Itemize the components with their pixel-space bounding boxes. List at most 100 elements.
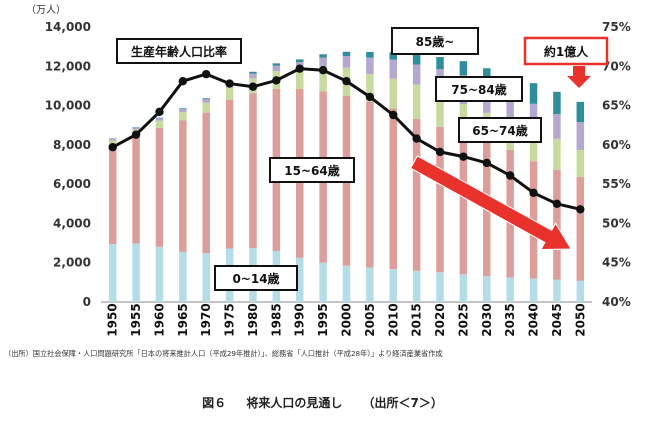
ratio-line-point bbox=[131, 130, 141, 139]
ratio-line-point bbox=[202, 69, 211, 79]
bar-segment bbox=[389, 78, 398, 109]
bar-segment bbox=[249, 93, 257, 248]
bar-segment bbox=[272, 65, 281, 71]
y-right-tick-label: 50% bbox=[602, 216, 631, 230]
x-tick-label: 1995 bbox=[316, 303, 330, 336]
bar-segment bbox=[319, 262, 327, 302]
x-tick-label: 2045 bbox=[550, 303, 564, 336]
bar-segment bbox=[576, 280, 585, 302]
working-age-ratio-line bbox=[108, 64, 585, 214]
bar-segment bbox=[319, 54, 327, 58]
y-left-tick-label: 14,000 bbox=[45, 20, 91, 34]
x-tick-label: 1980 bbox=[246, 303, 260, 336]
figure-caption: 図６ 将来人口の見通し （出所＜7＞） bbox=[0, 394, 645, 411]
y-left-tick-label: 12,000 bbox=[45, 59, 91, 73]
label-65-74-box: 65~74歳 bbox=[458, 117, 542, 143]
bar-segment bbox=[249, 71, 257, 74]
axes: 0 2,000 4,000 6,000 8,000 10,000 12,000 14,000 4… bbox=[45, 20, 631, 309]
bar-segment bbox=[342, 56, 351, 68]
y-right-tick-label: 65% bbox=[602, 99, 631, 113]
bar-segment bbox=[412, 64, 421, 85]
bar-segment bbox=[202, 99, 210, 103]
bar-segment bbox=[249, 73, 257, 79]
bar-segment bbox=[132, 136, 140, 244]
ratio-line-point bbox=[225, 79, 234, 88]
bar-segment bbox=[319, 66, 327, 92]
svg-text:生産年齢人口比率: 生産年齢人口比率 bbox=[131, 44, 227, 59]
bar-segment bbox=[225, 87, 234, 100]
bar-segment bbox=[155, 117, 164, 119]
svg-text:15~64歳: 15~64歳 bbox=[284, 163, 339, 178]
caption-number: 図６ bbox=[202, 396, 227, 410]
ratio-line-point bbox=[108, 143, 117, 152]
ratio-line-point bbox=[178, 77, 188, 86]
y-right-tick-label: 60% bbox=[602, 138, 631, 152]
svg-text:85歳~: 85歳~ bbox=[416, 34, 455, 49]
bar-segment bbox=[366, 57, 374, 74]
bar-segment bbox=[295, 69, 304, 90]
bar-segment bbox=[108, 138, 117, 141]
bar-segment bbox=[529, 278, 538, 302]
x-tick-label: 1965 bbox=[176, 303, 190, 336]
x-tick-label: 1975 bbox=[223, 303, 237, 336]
label-ratio-box: 生産年齢人口比率 bbox=[116, 38, 242, 64]
x-tick-label: 1950 bbox=[106, 303, 120, 336]
bar-segment bbox=[412, 270, 421, 302]
bar-segment bbox=[179, 120, 187, 252]
bar-segment bbox=[436, 272, 444, 302]
caption-title: 将来人口の見通し bbox=[246, 396, 343, 410]
x-tick-label: 1990 bbox=[293, 303, 307, 336]
bar-segment bbox=[529, 128, 538, 162]
ratio-line-point bbox=[272, 76, 281, 85]
bar-segment bbox=[576, 149, 585, 178]
y-left-tick-label: 6,000 bbox=[53, 177, 91, 191]
y-left-tick-label: 8,000 bbox=[53, 138, 91, 152]
bar-segment bbox=[553, 114, 561, 139]
caption-source: （出所＜7＞） bbox=[362, 396, 443, 410]
bar-segment bbox=[576, 122, 585, 150]
bar-segment bbox=[389, 59, 398, 79]
ratio-line-point bbox=[576, 205, 585, 214]
bar-segment bbox=[459, 61, 468, 76]
ratio-line-point bbox=[342, 77, 351, 86]
x-tick-label: 1985 bbox=[269, 303, 283, 336]
x-tick-label: 2005 bbox=[363, 303, 377, 336]
svg-text:0~14歳: 0~14歳 bbox=[232, 271, 279, 286]
bar-segment bbox=[553, 138, 561, 170]
x-tick-label: 2015 bbox=[410, 303, 424, 336]
bar-segment bbox=[389, 108, 398, 270]
bar-segment bbox=[132, 243, 140, 302]
bar-segment bbox=[553, 279, 561, 302]
bar-segment bbox=[319, 57, 327, 67]
x-tick-label: 2050 bbox=[573, 303, 587, 336]
x-tick-label: 2020 bbox=[433, 303, 447, 336]
bar-segment bbox=[459, 274, 468, 302]
y-right-tick-label: 55% bbox=[602, 177, 631, 191]
bar-segment bbox=[529, 83, 538, 104]
bar-segment bbox=[155, 246, 164, 302]
bar-segment bbox=[295, 59, 304, 62]
svg-text:65~74歳: 65~74歳 bbox=[472, 123, 527, 138]
bar-segment bbox=[576, 177, 585, 281]
y-left-tick-label: 4,000 bbox=[53, 216, 91, 230]
callout-100m-box: 約1億人 bbox=[523, 36, 609, 66]
bar-segment bbox=[155, 120, 164, 128]
label-15-64-box: 15~64歳 bbox=[269, 157, 355, 183]
y-right-tick-label: 75% bbox=[602, 20, 631, 34]
bar-segment bbox=[108, 244, 117, 302]
source-note: （出所）国立社会保障・人口問題研究所「日本の将来推計人口（平成29年推計）」、総… bbox=[4, 349, 443, 358]
bar-segment bbox=[179, 112, 187, 121]
x-tick-label: 1970 bbox=[199, 303, 213, 336]
ratio-line-point bbox=[365, 92, 375, 102]
bar-segment bbox=[436, 92, 444, 127]
bar-segment bbox=[132, 127, 140, 130]
ratio-line-point bbox=[248, 82, 258, 91]
bar-segment bbox=[389, 52, 398, 60]
svg-text:約1億人: 約1億人 bbox=[544, 44, 589, 59]
ratio-line-point bbox=[505, 171, 515, 180]
x-tick-label: 2035 bbox=[503, 303, 517, 336]
x-tick-label: 2030 bbox=[480, 303, 494, 336]
ratio-line-point bbox=[389, 110, 398, 120]
y-left-tick-label: 0 bbox=[83, 295, 91, 309]
bar-segment bbox=[202, 102, 210, 113]
